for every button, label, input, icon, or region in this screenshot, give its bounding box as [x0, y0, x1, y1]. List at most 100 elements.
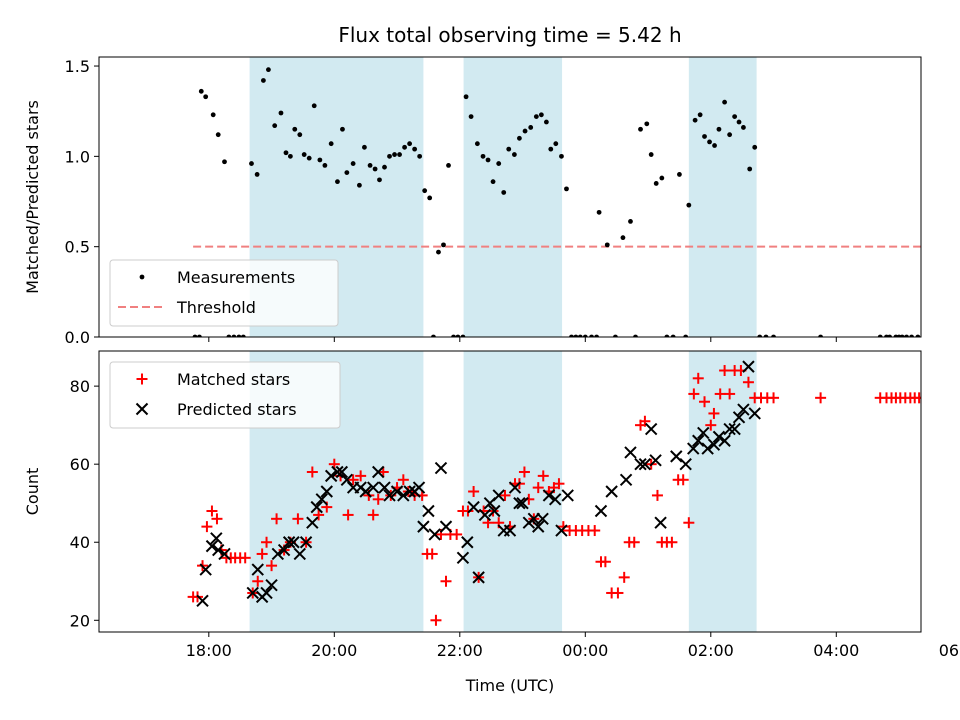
data-point	[677, 172, 682, 177]
marker-stroke	[555, 524, 568, 537]
data-point	[931, 335, 936, 340]
y-tick-label: 0.5	[65, 238, 90, 257]
data-point	[251, 563, 264, 576]
marker-stroke	[271, 547, 285, 561]
data-point	[532, 482, 544, 494]
data-point	[577, 334, 583, 337]
data-point	[815, 392, 827, 404]
data-point	[226, 334, 232, 337]
marker-stroke	[397, 489, 410, 502]
data-point	[372, 465, 385, 479]
data-point	[928, 335, 933, 340]
data-point	[462, 505, 474, 517]
data-point	[559, 153, 564, 159]
data-point	[402, 144, 407, 150]
data-point	[511, 152, 517, 157]
marker-stroke	[594, 504, 608, 518]
data-point	[697, 426, 710, 440]
data-point	[392, 152, 397, 157]
legend-entry: Threshold	[118, 298, 256, 317]
marker-stroke	[218, 547, 231, 561]
data-point	[367, 509, 379, 521]
marker-stroke	[723, 422, 736, 436]
data-point	[664, 334, 670, 337]
data-point	[212, 543, 225, 557]
marker-stroke	[605, 485, 618, 498]
marker-stroke	[287, 536, 300, 549]
y-tick-label: 1.5	[65, 57, 90, 76]
y-tick-label: 20	[70, 611, 90, 630]
data-point	[670, 450, 683, 463]
data-point	[317, 157, 323, 163]
data-point	[719, 365, 731, 377]
marker-stroke	[315, 493, 328, 506]
data-point	[528, 125, 534, 130]
data-point	[480, 153, 486, 159]
data-point	[203, 94, 209, 100]
data-point	[344, 170, 350, 176]
data-point	[594, 334, 599, 337]
data-point	[434, 461, 448, 475]
data-point	[670, 334, 676, 337]
data-point	[918, 396, 921, 399]
data-point	[239, 552, 251, 564]
data-point	[412, 146, 418, 152]
data-point	[417, 520, 430, 533]
data-point	[446, 162, 451, 168]
data-point	[707, 139, 712, 145]
legend-entry: Matched stars	[136, 370, 290, 389]
legend: Measurements Threshold	[109, 259, 339, 327]
marker-stroke	[467, 500, 480, 514]
data-point	[929, 392, 940, 403]
data-point	[367, 481, 380, 494]
data-point	[136, 373, 148, 385]
marker-stroke	[649, 454, 662, 467]
marker-stroke	[712, 430, 726, 444]
data-point	[383, 489, 396, 502]
data-point	[538, 112, 544, 118]
marker-stroke	[372, 465, 385, 479]
data-point	[712, 143, 717, 148]
data-point	[692, 434, 705, 447]
marker-stroke	[422, 504, 435, 518]
data-point	[548, 146, 554, 152]
data-point	[705, 419, 717, 431]
data-point	[599, 556, 611, 568]
data-point	[492, 489, 505, 502]
legend-frame	[109, 361, 341, 429]
data-point	[707, 438, 721, 451]
marker-stroke	[412, 481, 426, 494]
data-point	[628, 218, 633, 224]
data-point	[659, 175, 665, 181]
data-point	[771, 334, 776, 337]
data-point	[260, 586, 273, 600]
series-measurements	[192, 67, 936, 340]
data-point	[252, 575, 264, 587]
marker-stroke	[456, 551, 470, 565]
data-point	[605, 485, 618, 498]
data-point	[272, 123, 278, 129]
legend-label: Matched stars	[177, 370, 290, 389]
marker-stroke	[624, 446, 637, 459]
data-point	[763, 334, 769, 337]
data-point	[301, 152, 307, 157]
marker-stroke	[634, 457, 647, 471]
data-point	[390, 485, 404, 498]
data-point	[582, 334, 588, 337]
y-tick-label: 80	[70, 377, 90, 396]
data-point	[557, 521, 569, 533]
data-point	[503, 524, 517, 537]
data-point	[292, 126, 298, 132]
data-point	[683, 334, 689, 337]
y-tick-label: 60	[70, 455, 90, 474]
data-point	[428, 528, 441, 541]
x-tick-label: 00:00	[562, 641, 608, 660]
data-point	[256, 548, 268, 560]
data-point	[543, 119, 549, 125]
marker-stroke	[718, 434, 731, 447]
data-point	[431, 334, 436, 337]
data-point	[533, 114, 539, 120]
data-point	[403, 485, 416, 498]
data-point	[472, 571, 485, 584]
data-point	[320, 485, 333, 498]
